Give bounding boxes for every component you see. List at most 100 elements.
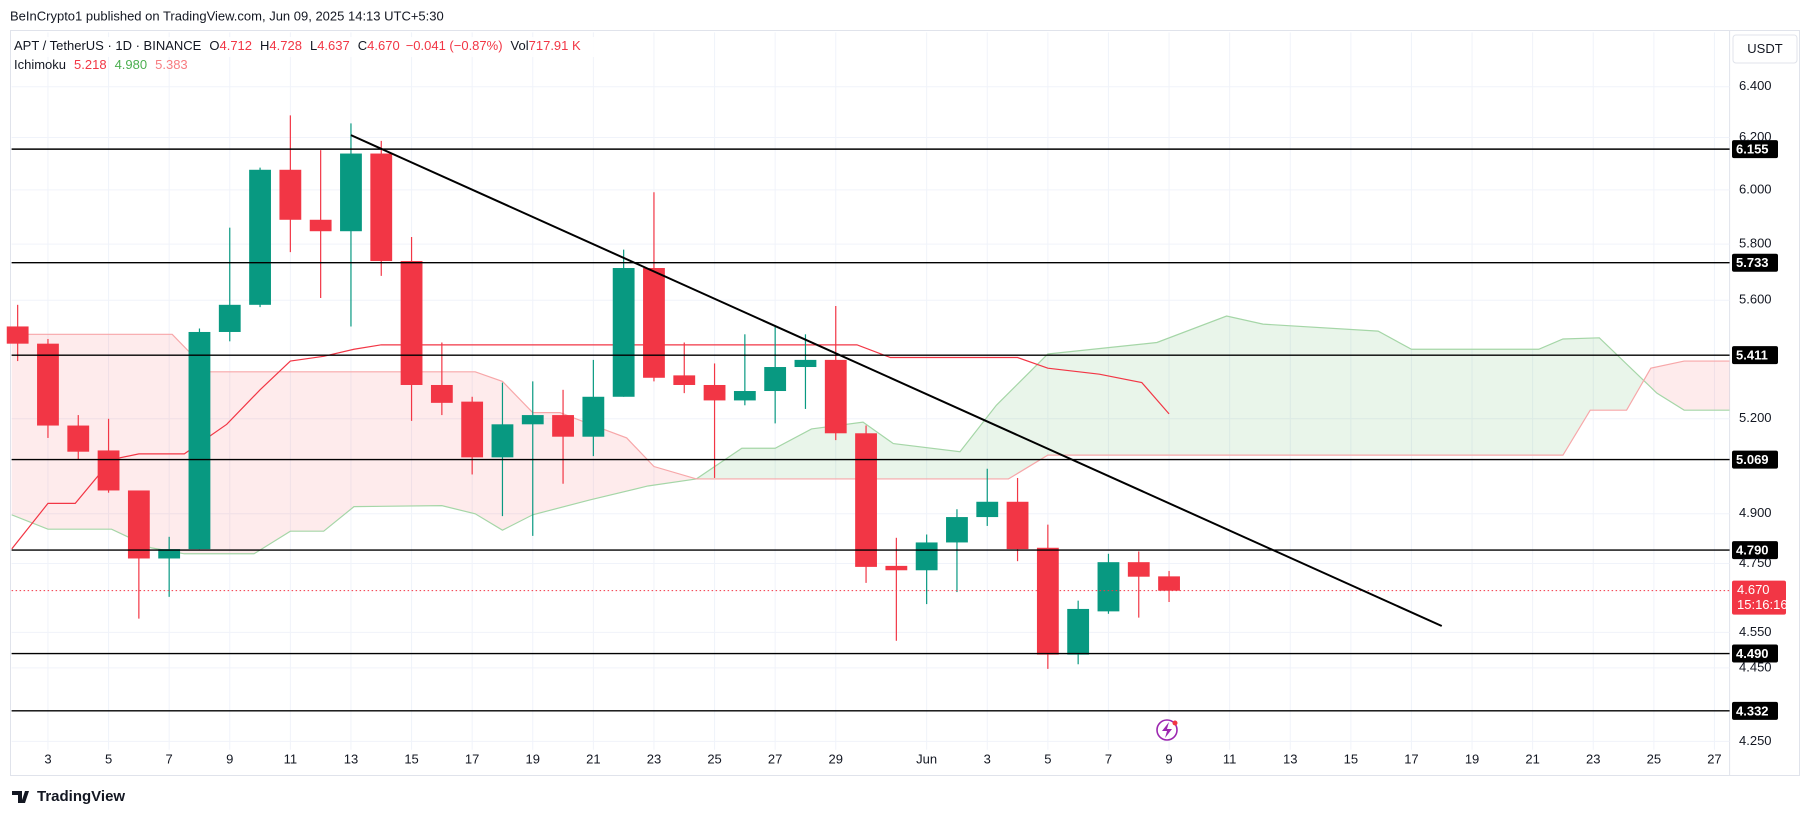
last-price-label: 4.670 bbox=[1737, 582, 1770, 597]
candle-body bbox=[127, 490, 150, 559]
symbol-row: APT / TetherUS · 1D · BINANCE O4.712 H4.72… bbox=[14, 38, 581, 53]
candle-body bbox=[552, 415, 574, 437]
y-tick-label: 5.200 bbox=[1739, 410, 1772, 425]
level-tag bbox=[1732, 644, 1778, 663]
symbol: APT / TetherUS · 1D · BINANCE bbox=[14, 38, 202, 53]
candle-body bbox=[612, 268, 635, 397]
x-tick-label: 21 bbox=[586, 751, 600, 766]
level-tag bbox=[1732, 701, 1778, 720]
level-label: 4.490 bbox=[1736, 646, 1769, 661]
y-tick-label: 5.800 bbox=[1739, 236, 1772, 251]
x-tick-label: 15 bbox=[404, 751, 418, 766]
candle-body bbox=[309, 219, 332, 232]
candles bbox=[6, 115, 1180, 669]
candle-body bbox=[1127, 562, 1150, 577]
candle-body bbox=[461, 401, 484, 458]
candle-body bbox=[1067, 608, 1090, 655]
brand-logo: TradingView bbox=[12, 788, 125, 805]
x-tick-label: 27 bbox=[768, 751, 782, 766]
level-label: 5.733 bbox=[1736, 255, 1769, 270]
level-label: 6.155 bbox=[1736, 142, 1769, 157]
x-tick-label: 15 bbox=[1344, 751, 1358, 766]
candle-body bbox=[1158, 576, 1180, 591]
ohlc-key: H bbox=[260, 38, 269, 53]
x-tick-label: 3 bbox=[44, 751, 51, 766]
candle-body bbox=[249, 169, 271, 305]
candle-body bbox=[491, 424, 514, 458]
candle-body bbox=[218, 304, 241, 332]
x-tick-label: 5 bbox=[1044, 751, 1051, 766]
span-b bbox=[11, 333, 1730, 480]
candle-body bbox=[521, 415, 544, 425]
event-bolt bbox=[1162, 722, 1172, 738]
x-tick-label: 21 bbox=[1525, 751, 1539, 766]
ohlc-key: C bbox=[358, 38, 367, 53]
legend-backdrop bbox=[12, 37, 612, 57]
publish-note: BeInCrypto1 published on TradingView.com… bbox=[10, 8, 444, 23]
y-tick-label: 6.000 bbox=[1739, 181, 1772, 196]
x-tick-label: 11 bbox=[284, 751, 298, 766]
level-label: 4.332 bbox=[1736, 703, 1769, 718]
event-icon[interactable] bbox=[1156, 719, 1178, 741]
axes: 6.400 6.200 6.000 5.800 5.600 5.200 4.900 4.750… bbox=[44, 78, 1771, 766]
logo-icon bbox=[12, 791, 29, 803]
span-a bbox=[11, 315, 1730, 555]
currency-button[interactable]: USDT bbox=[1732, 34, 1798, 64]
countdown: 15:16:16 bbox=[1737, 597, 1788, 612]
candle-body bbox=[1036, 547, 1059, 655]
ohlc-value: 4.712 bbox=[219, 38, 252, 53]
x-tick-label: 13 bbox=[1283, 751, 1297, 766]
candle-body bbox=[1097, 562, 1120, 612]
ohlc-value: 4.728 bbox=[269, 38, 302, 53]
candle-body bbox=[643, 268, 665, 378]
candle-body bbox=[400, 261, 423, 385]
level-tag bbox=[1732, 450, 1778, 469]
x-tick-label: 23 bbox=[1586, 751, 1600, 766]
candle-body bbox=[370, 153, 393, 262]
x-tick-label: 11 bbox=[1223, 751, 1237, 766]
level-tag bbox=[1732, 541, 1778, 560]
level-tag bbox=[1732, 140, 1778, 159]
x-tick-label: 13 bbox=[344, 751, 358, 766]
y-tick-label: 4.550 bbox=[1739, 624, 1772, 639]
event-circle[interactable] bbox=[1156, 719, 1178, 741]
currency-box[interactable] bbox=[1732, 34, 1798, 64]
level-label: 5.411 bbox=[1736, 348, 1768, 363]
x-tick-label: 25 bbox=[1647, 751, 1661, 766]
x-tick-label: 9 bbox=[1165, 751, 1172, 766]
ohlc-value: 4.637 bbox=[317, 38, 350, 53]
candle-body bbox=[279, 169, 302, 220]
candle-body bbox=[340, 153, 362, 232]
candle-body bbox=[915, 542, 938, 571]
x-tick-label: 19 bbox=[1465, 751, 1479, 766]
y-tick-label: 6.400 bbox=[1739, 78, 1772, 93]
candle-body bbox=[885, 565, 908, 571]
x-tick-label: 17 bbox=[1404, 751, 1418, 766]
candle-body bbox=[703, 384, 726, 401]
last-price-tag bbox=[1732, 580, 1786, 615]
x-tick-label: 3 bbox=[984, 751, 991, 766]
x-tick-label: Jun bbox=[916, 751, 937, 766]
indicator-value: 4.980 bbox=[115, 57, 148, 72]
legend: APT / TetherUS · 1D · BINANCE O4.712 H4.72… bbox=[12, 37, 612, 72]
candle-body bbox=[794, 359, 817, 368]
indicator-value: 5.218 bbox=[74, 57, 107, 72]
volume-value: 717.91 K bbox=[529, 38, 581, 53]
candle-body bbox=[188, 331, 211, 550]
x-tick-label: 9 bbox=[226, 751, 233, 766]
level-label: 4.790 bbox=[1736, 543, 1769, 558]
currency[interactable]: USDT bbox=[1747, 41, 1782, 56]
x-tick-label: 17 bbox=[465, 751, 479, 766]
candle-body bbox=[764, 367, 787, 392]
y-tick-label: 5.600 bbox=[1739, 292, 1772, 307]
x-tick-label: 29 bbox=[829, 751, 843, 766]
event-dot bbox=[1172, 720, 1178, 726]
candle-body bbox=[733, 391, 756, 401]
level-tag bbox=[1732, 253, 1778, 272]
brand: TradingView bbox=[37, 788, 125, 805]
ohlc-key: O bbox=[209, 38, 219, 53]
candle-body bbox=[824, 359, 847, 434]
candle-body bbox=[673, 375, 696, 385]
